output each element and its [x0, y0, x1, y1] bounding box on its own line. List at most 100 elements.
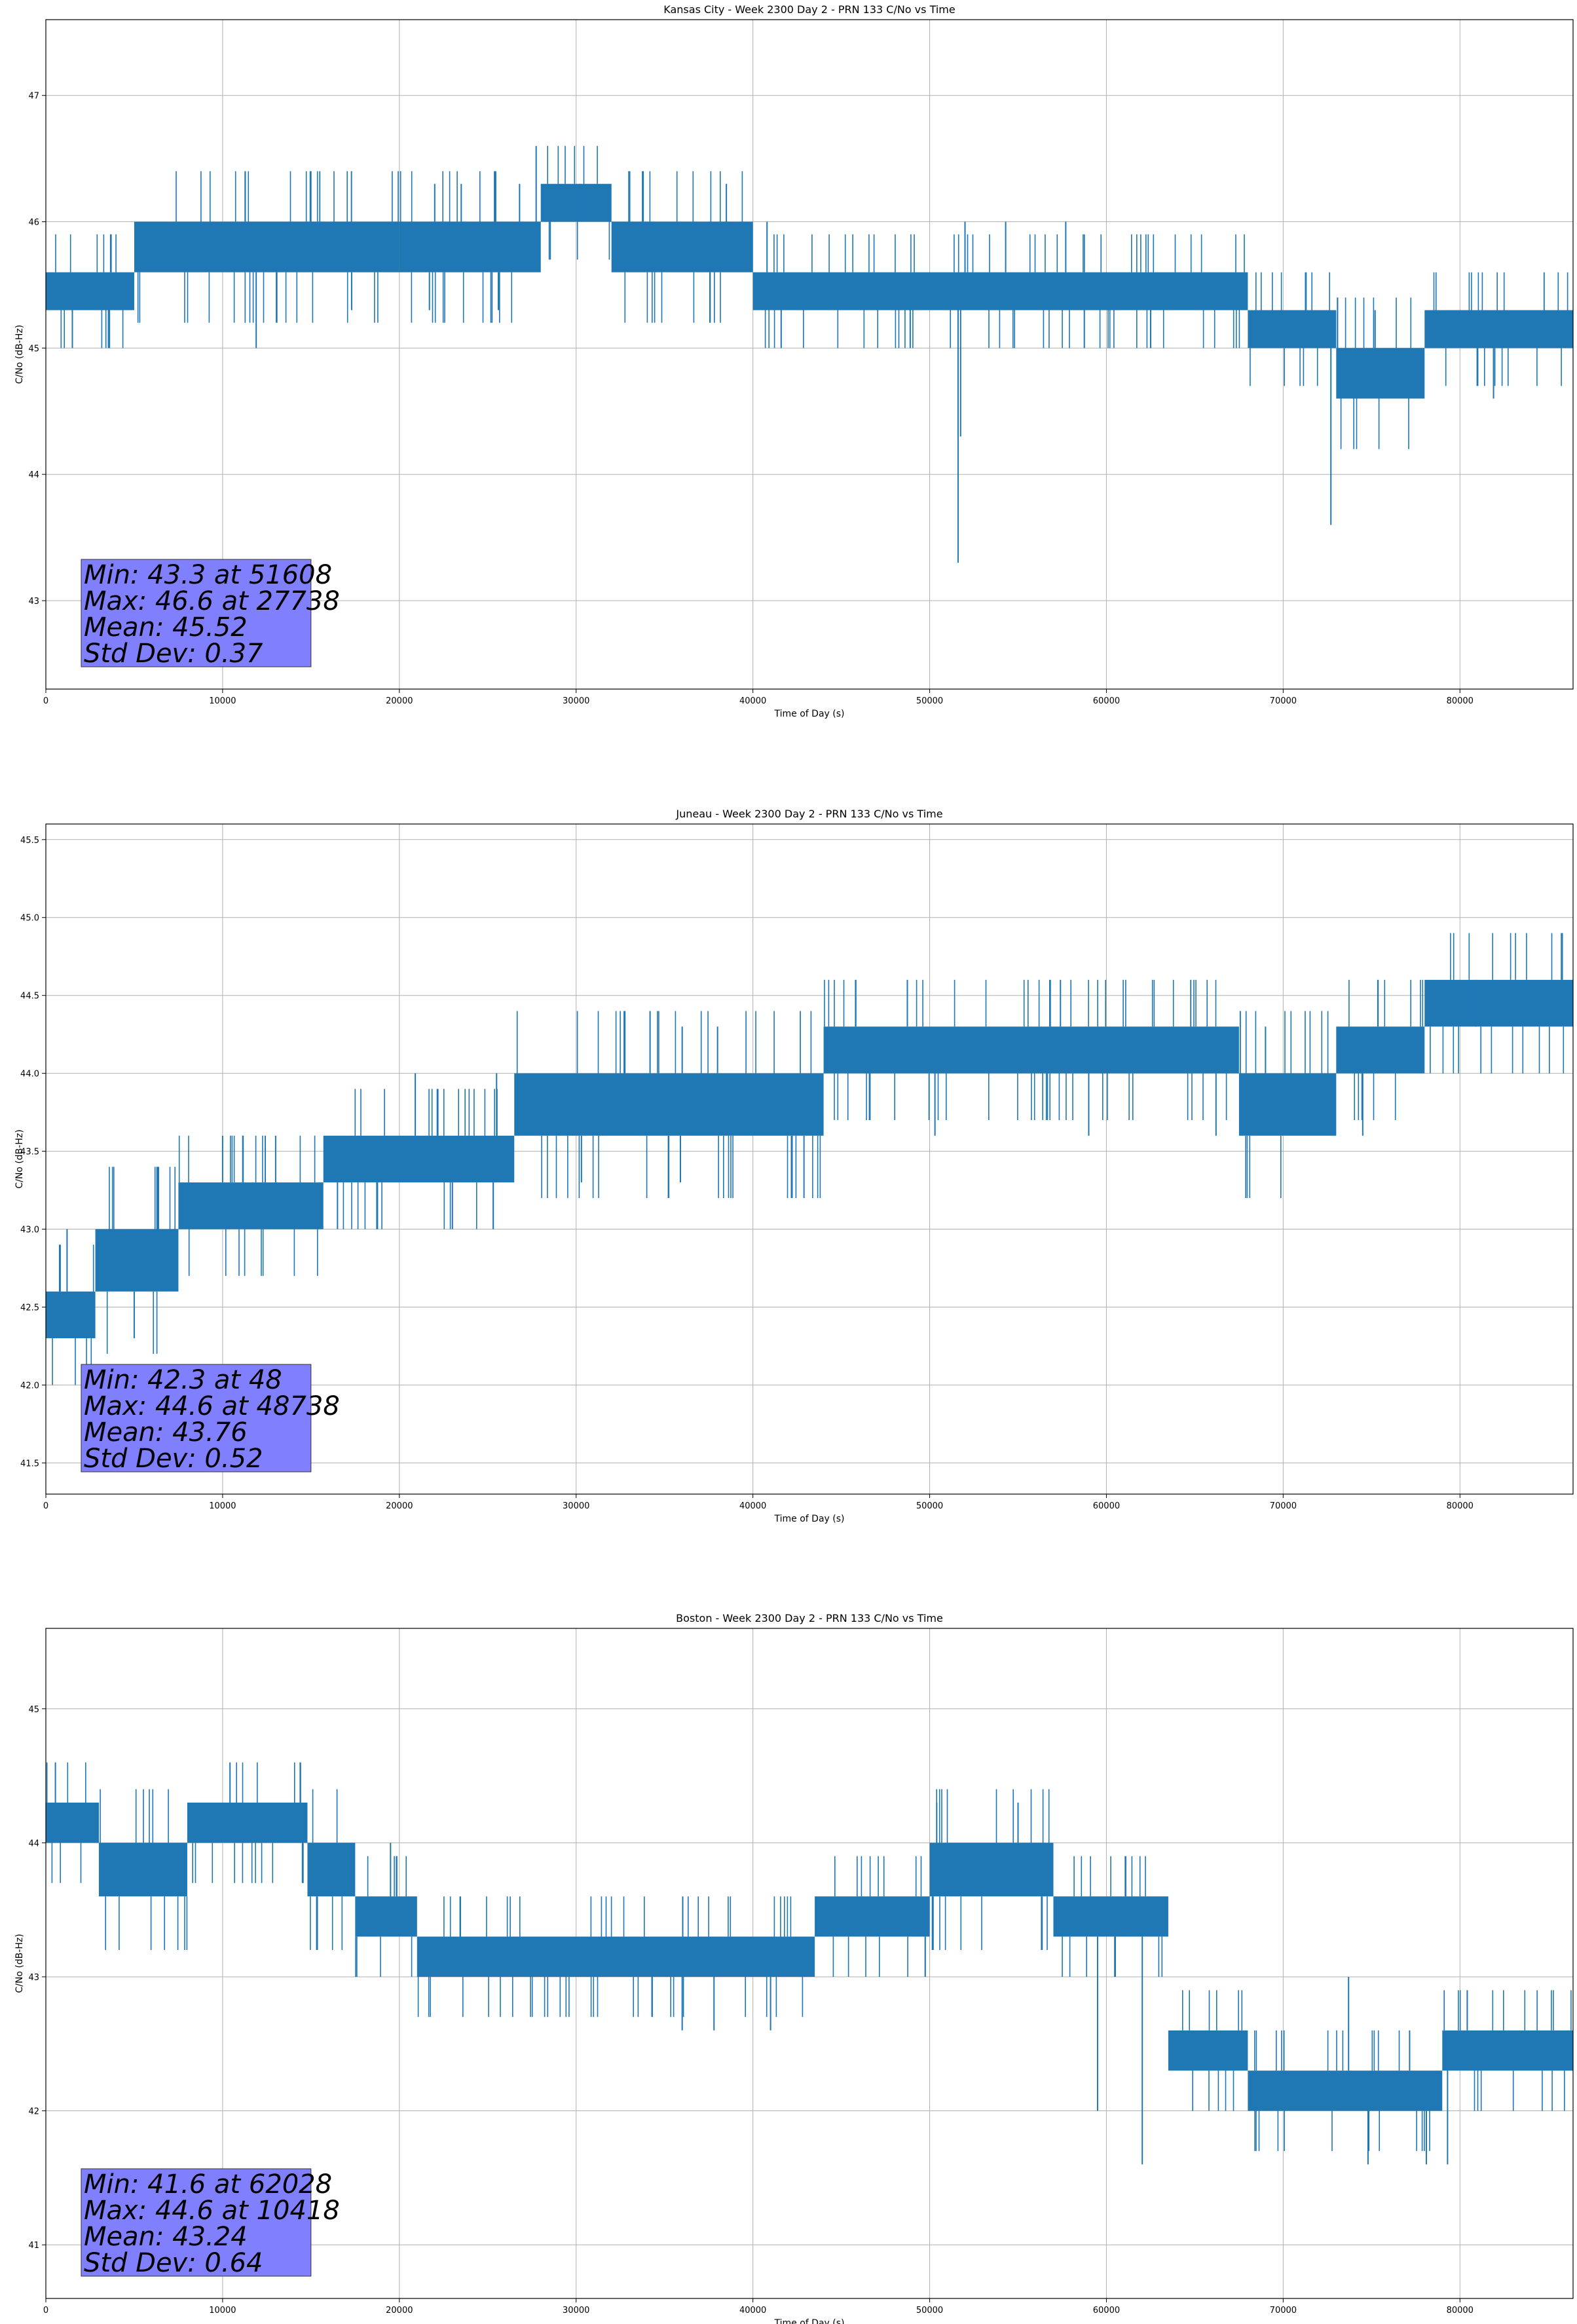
data-flicker — [1250, 272, 1330, 386]
data-flicker — [1443, 1990, 1572, 2111]
data-flicker — [1182, 1990, 1243, 2111]
x-tick-label: 20000 — [386, 696, 413, 706]
x-tick-label: 0 — [43, 2306, 48, 2315]
x-tick-label: 80000 — [1447, 696, 1474, 706]
data-flicker — [310, 1789, 343, 1950]
x-tick-label: 30000 — [563, 2306, 589, 2315]
data-band — [540, 183, 612, 222]
x-tick-label: 70000 — [1270, 2306, 1297, 2315]
x-tick-label: 0 — [43, 1501, 48, 1511]
x-tick-label: 60000 — [1093, 1501, 1120, 1511]
data-flicker — [1433, 272, 1568, 386]
y-tick-label: 46 — [28, 218, 39, 228]
stats-line: Std Dev: 0.64 — [84, 2248, 263, 2278]
axes-frame — [45, 823, 1574, 1495]
data-flicker — [106, 1167, 176, 1354]
data-flicker — [1239, 1011, 1329, 1198]
chart-title: Boston - Week 2300 Day 2 - PRN 133 C/No … — [676, 1612, 943, 1624]
data-flicker — [547, 145, 610, 260]
x-axis-label: Time of Day (s) — [774, 2318, 845, 2324]
data-band — [355, 1896, 417, 1937]
x-tick-label: 40000 — [739, 2306, 766, 2315]
y-tick-label: 44 — [28, 1839, 39, 1848]
data-series — [46, 145, 1573, 563]
data-series — [46, 1762, 1573, 2165]
stats-line: Max: 44.6 at 48738 — [84, 1391, 340, 1421]
x-tick-label: 40000 — [739, 1501, 766, 1511]
chart-title: Kansas City - Week 2300 Day 2 - PRN 133 … — [663, 3, 955, 16]
y-axis-label: C/No (dB-Hz) — [14, 1129, 25, 1188]
data-band — [46, 1291, 96, 1339]
y-tick-label: 44.5 — [20, 992, 39, 1002]
chart-panel-1: 0 10000 20000 30000 40000 50000 60000 70000 8000… — [14, 3, 1574, 719]
stats-line: Mean: 45.52 — [84, 612, 248, 643]
data-band — [815, 1896, 930, 1937]
stats-box — [81, 559, 312, 667]
data-band — [823, 1026, 1239, 1074]
stats-line: Mean: 43.76 — [84, 1417, 248, 1448]
data-flicker — [1430, 933, 1565, 1074]
data-flicker — [137, 171, 399, 323]
data-band — [307, 1843, 356, 1897]
data-band — [1238, 1073, 1337, 1136]
data-flicker — [399, 171, 513, 323]
x-tick-label: 20000 — [386, 1501, 413, 1511]
stats-box — [81, 1364, 312, 1472]
x-tick-label: 50000 — [916, 1501, 943, 1511]
data-band — [417, 1936, 815, 1977]
data-band — [514, 1073, 824, 1136]
data-band — [1424, 310, 1573, 348]
stats-line: Max: 44.6 at 10418 — [84, 2196, 340, 2226]
data-flicker — [355, 1856, 413, 1977]
x-tick-label: 50000 — [916, 2306, 943, 2315]
y-tick-label: 45 — [28, 344, 39, 354]
x-tick-label: 20000 — [386, 2306, 413, 2315]
y-tick-label: 44.0 — [20, 1070, 39, 1079]
x-tick-label: 70000 — [1270, 696, 1297, 706]
data-band — [98, 1843, 187, 1897]
data-band — [46, 1802, 99, 1843]
axes-frame — [45, 1628, 1574, 2299]
data-flicker — [192, 1762, 304, 1883]
data-flicker — [100, 1789, 188, 1950]
x-tick-label: 70000 — [1270, 1501, 1297, 1511]
data-flicker — [55, 234, 124, 348]
stats-line: Std Dev: 0.52 — [84, 1444, 263, 1474]
y-tick-label: 43.5 — [20, 1148, 39, 1157]
data-flicker — [46, 1762, 86, 1883]
y-tick-label: 42 — [28, 2107, 39, 2117]
data-band — [1424, 979, 1573, 1027]
y-tick-label: 42.0 — [20, 1381, 39, 1391]
stats-line: Min: 41.6 at 62028 — [84, 2169, 332, 2200]
chart-title: Juneau - Week 2300 Day 2 - PRN 133 C/No … — [675, 808, 942, 820]
data-flicker — [1337, 297, 1412, 449]
data-flicker — [178, 1135, 318, 1276]
x-tick-label: 10000 — [209, 1501, 236, 1511]
stats-line: Min: 43.3 at 51608 — [84, 560, 332, 590]
x-axis-label: Time of Day (s) — [774, 709, 845, 719]
y-tick-label: 43 — [28, 1973, 39, 1983]
y-tick-label: 43.0 — [20, 1226, 39, 1235]
stats-line: Max: 46.6 at 27738 — [84, 586, 340, 616]
data-flicker — [343, 1089, 498, 1229]
data-flicker — [52, 1245, 94, 1385]
data-flicker — [516, 1011, 821, 1198]
y-tick-label: 41 — [28, 2241, 39, 2251]
y-tick-label: 43 — [28, 597, 39, 607]
stats-line: Std Dev: 0.37 — [84, 639, 263, 669]
data-band — [1248, 2071, 1443, 2111]
data-band — [752, 272, 1248, 310]
data-flicker — [417, 1896, 804, 2017]
data-band — [134, 221, 399, 272]
data-flicker — [931, 1789, 1050, 1950]
data-band — [399, 221, 541, 272]
x-tick-label: 60000 — [1093, 2306, 1120, 2315]
x-tick-label: 10000 — [209, 696, 236, 706]
data-band — [95, 1229, 179, 1292]
data-band — [187, 1802, 308, 1843]
x-tick-label: 80000 — [1447, 2306, 1474, 2315]
data-band — [1336, 1026, 1425, 1074]
x-tick-label: 50000 — [916, 696, 943, 706]
x-tick-label: 10000 — [209, 2306, 236, 2315]
